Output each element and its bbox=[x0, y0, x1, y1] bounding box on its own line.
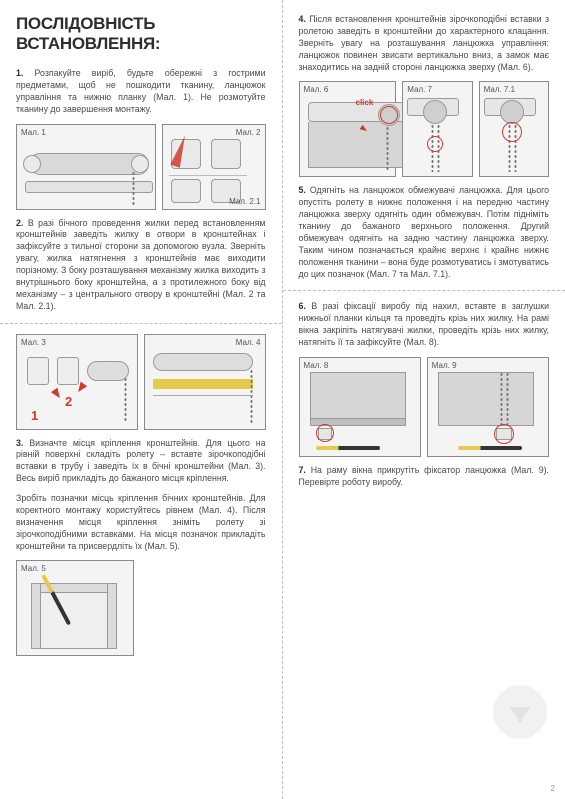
step-number-2: 2 bbox=[65, 394, 72, 409]
figure-row-6-7: Мал. 6 click Мал. 7 bbox=[299, 81, 550, 177]
right-column: 4. Після встановлення кронштейнів зірочк… bbox=[283, 0, 565, 799]
step-2-text: 2. В разі бічного проведення жилки перед… bbox=[16, 218, 266, 313]
step-6-text: 6. В разі фіксації виробу під нахил, вст… bbox=[299, 301, 550, 349]
page-title: ПОСЛІДОВНІСТЬ ВСТАНОВЛЕННЯ: bbox=[16, 14, 266, 54]
figure-3: Мал. 3 1 2 bbox=[16, 334, 138, 430]
left-column: ПОСЛІДОВНІСТЬ ВСТАНОВЛЕННЯ: 1. Розпакуйт… bbox=[0, 0, 283, 799]
figure-9: Мал. 9 bbox=[427, 357, 549, 457]
figure-6: Мал. 6 click bbox=[299, 81, 397, 177]
step-4-text: 4. Після встановлення кронштейнів зірочк… bbox=[299, 14, 550, 73]
figure-row-5: Мал. 5 bbox=[16, 560, 266, 656]
figure-row-1-2: Мал. 1 Мал. 2 Мал. 2.1 bbox=[16, 124, 266, 210]
right-divider-1 bbox=[283, 290, 565, 291]
step-1-text: 1. Розпакуйте виріб, будьте обережні з г… bbox=[16, 68, 266, 116]
figure-7-1: Мал. 7.1 bbox=[479, 81, 549, 177]
left-divider-1 bbox=[0, 323, 282, 324]
figure-5: Мал. 5 bbox=[16, 560, 134, 656]
click-label: click bbox=[356, 98, 374, 107]
step-3a-text: 3. Визначте місця кріплення кронштейнів.… bbox=[16, 438, 266, 486]
figure-2: Мал. 2 Мал. 2.1 bbox=[162, 124, 266, 210]
page-number: 2 bbox=[551, 784, 555, 793]
figure-8: Мал. 8 bbox=[299, 357, 421, 457]
figure-row-8-9: Мал. 8 Мал. 9 bbox=[299, 357, 550, 457]
step-number-1: 1 bbox=[31, 408, 38, 423]
step-5-text: 5. Одягніть на ланцюжок обмежувачі ланцю… bbox=[299, 185, 550, 280]
watermark-icon bbox=[493, 685, 547, 739]
step-3b-text: Зробіть позначки місць кріплення бічних … bbox=[16, 493, 266, 552]
figure-4: Мал. 4 bbox=[144, 334, 266, 430]
figure-1: Мал. 1 bbox=[16, 124, 156, 210]
figure-row-3-4: Мал. 3 1 2 Мал. 4 bbox=[16, 334, 266, 430]
step-7-text: 7. На раму вікна прикрутіть фіксатор лан… bbox=[299, 465, 550, 489]
figure-7: Мал. 7 bbox=[402, 81, 472, 177]
